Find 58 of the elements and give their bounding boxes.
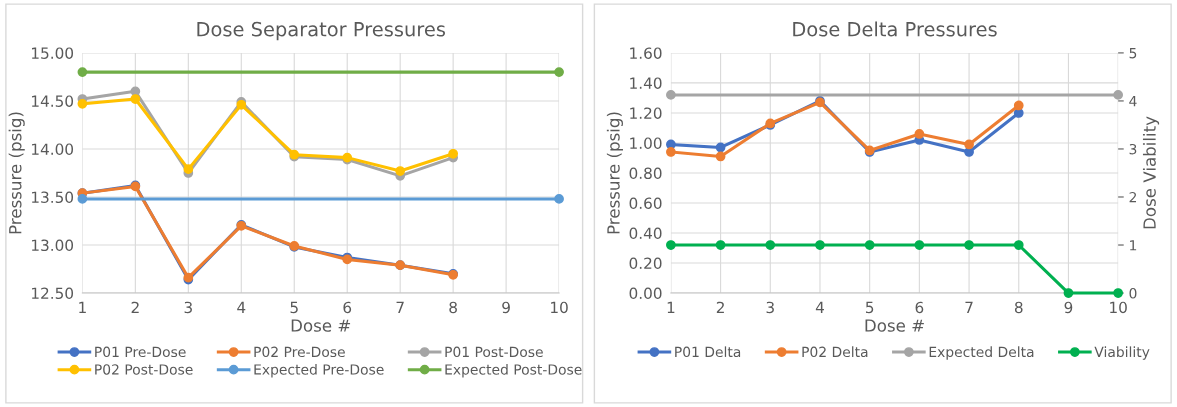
y-tick-label: 1.20 xyxy=(630,107,662,119)
y2-axis-title: Dose Viability xyxy=(1142,116,1160,229)
y-tick-label: 0.00 xyxy=(629,287,662,300)
chart-title: Dose Delta Pressures xyxy=(793,21,997,37)
y-tick-label: 1.40 xyxy=(630,77,662,89)
y-tick-label: 14.50 xyxy=(32,95,74,107)
y-axis-title: Pressure (psig) xyxy=(606,112,623,234)
x-tick-label: 1 xyxy=(79,301,86,313)
y-tick-label: 12.50 xyxy=(32,287,74,300)
x-tick-label: 5 xyxy=(865,301,874,314)
x-tick-label: 6 xyxy=(343,301,352,314)
x-tick-label: 10 xyxy=(1110,301,1127,314)
x-tick-label: 7 xyxy=(396,301,404,313)
y2-tick-label: 2 xyxy=(1129,191,1137,203)
x-axis-title: Dose # xyxy=(291,319,351,332)
y-axis-title: Pressure (psig) xyxy=(8,112,25,234)
legend-label: P02 Post-Dose xyxy=(95,364,193,375)
y-tick-label: 0.60 xyxy=(629,197,662,210)
legend-label: P02 Pre-Dose xyxy=(254,346,345,358)
legend-label: Expected Delta xyxy=(929,346,1034,360)
x-tick-label: 4 xyxy=(815,301,824,313)
x-tick-label: 2 xyxy=(131,301,139,313)
legend-label: P02 Delta xyxy=(802,346,868,358)
x-tick-label: 2 xyxy=(716,301,724,313)
x-tick-label: 3 xyxy=(184,301,192,314)
legend-label: P01 Delta xyxy=(675,346,741,358)
y2-tick-label: 0 xyxy=(1129,288,1137,299)
x-tick-label: 4 xyxy=(237,301,246,313)
x-tick-label: 1 xyxy=(667,301,675,313)
legend-label: P01 Pre-Dose xyxy=(95,346,186,358)
y-tick-label: 13.00 xyxy=(32,239,74,252)
y2-tick-label: 3 xyxy=(1129,143,1137,155)
y2-tick-label: 5 xyxy=(1129,48,1137,59)
legend-label: Viability xyxy=(1094,346,1150,360)
y-tick-label: 14.00 xyxy=(32,143,74,155)
y-tick-label: 0.20 xyxy=(629,257,662,270)
y-tick-label: 1.00 xyxy=(630,137,662,149)
x-tick-label: 7 xyxy=(965,301,973,313)
x-tick-label: 9 xyxy=(1064,301,1073,314)
y2-tick-label: 4 xyxy=(1129,96,1137,107)
chart-title: Dose Separator Pressures xyxy=(197,21,446,41)
legend-label: Expected Post-Dose xyxy=(445,363,582,378)
x-axis-title: Dose # xyxy=(865,319,924,332)
y-tick-label: 1.60 xyxy=(630,47,662,59)
y-tick-label: 13.50 xyxy=(32,191,74,204)
x-tick-label: 10 xyxy=(551,301,568,314)
x-tick-label: 9 xyxy=(502,301,510,314)
y-tick-label: 0.80 xyxy=(629,167,662,179)
legend-label: Expected Pre-Dose xyxy=(254,363,384,378)
y-tick-label: 15.00 xyxy=(32,47,74,59)
legend-label: P01 Post-Dose xyxy=(445,346,543,358)
x-tick-label: 8 xyxy=(1014,301,1023,314)
x-tick-label: 6 xyxy=(915,301,924,314)
y-tick-label: 0.40 xyxy=(629,227,662,240)
x-tick-label: 5 xyxy=(290,301,298,314)
x-tick-label: 8 xyxy=(449,301,457,314)
y2-tick-label: 1 xyxy=(1130,240,1137,251)
x-tick-label: 3 xyxy=(766,301,774,314)
